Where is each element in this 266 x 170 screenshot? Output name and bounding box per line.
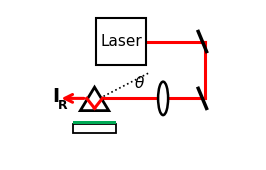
Polygon shape bbox=[80, 87, 109, 111]
Text: Laser: Laser bbox=[101, 34, 142, 49]
Ellipse shape bbox=[158, 82, 168, 115]
Text: R: R bbox=[58, 99, 67, 112]
Bar bbox=[73, 121, 116, 124]
Text: I: I bbox=[52, 87, 60, 106]
Bar bbox=[96, 18, 146, 65]
Bar bbox=[73, 124, 116, 133]
Text: θ: θ bbox=[135, 76, 144, 91]
